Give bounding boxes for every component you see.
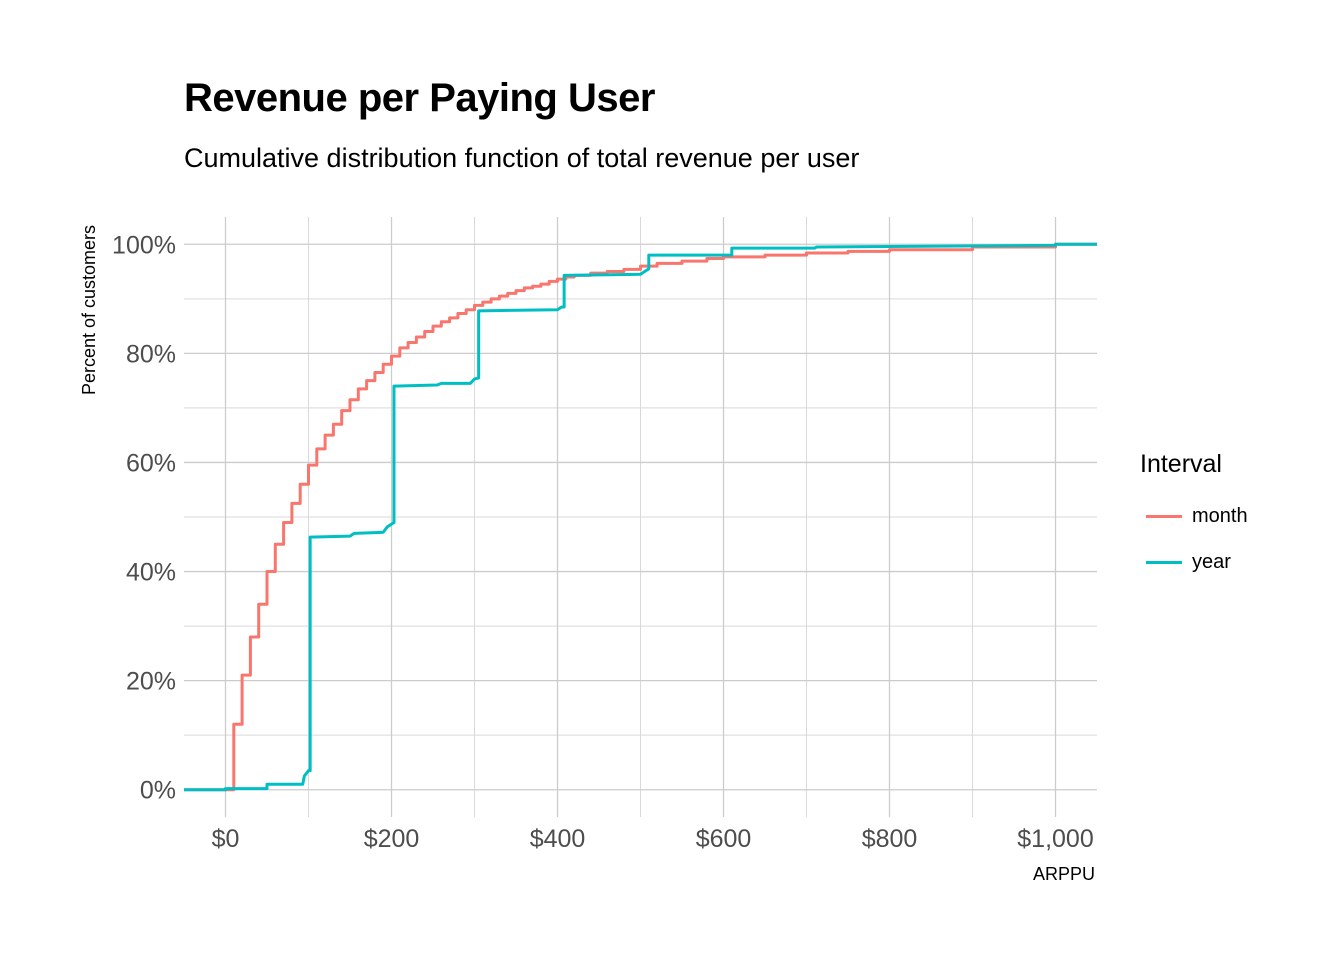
- minor-gridlines: [184, 217, 1097, 817]
- x-axis-title: ARPPU: [1033, 864, 1095, 884]
- y-axis-title: Percent of customers: [79, 225, 99, 395]
- x-tick-label: $600: [696, 825, 752, 853]
- x-tick-label: $400: [530, 825, 586, 853]
- series-line-month: [184, 242, 1097, 792]
- legend: Interval month year: [1140, 450, 1248, 585]
- series-lines: [184, 242, 1097, 792]
- y-tick-label: 60%: [126, 449, 176, 477]
- chart-subtitle: Cumulative distribution function of tota…: [184, 143, 860, 173]
- y-tick-label: 40%: [126, 559, 176, 587]
- legend-label-year: year: [1192, 550, 1231, 573]
- series-line-year: [184, 242, 1097, 792]
- legend-title: Interval: [1140, 450, 1222, 478]
- legend-key-year: [1146, 560, 1182, 564]
- x-tick-label: $200: [364, 825, 420, 853]
- legend-label-month: month: [1192, 504, 1248, 527]
- legend-item-month: month: [1140, 493, 1248, 539]
- y-tick-label: 0%: [140, 777, 176, 805]
- y-tick-label: 100%: [112, 231, 176, 259]
- chart-title: Revenue per Paying User: [184, 76, 655, 120]
- x-tick-label: $0: [212, 825, 240, 853]
- x-tick-label: $1,000: [1017, 825, 1093, 853]
- legend-key-month: [1146, 514, 1182, 518]
- y-tick-label: 20%: [126, 668, 176, 696]
- x-axis-tick-labels: $0 $200 $400 $600 $800 $1,000: [212, 825, 1094, 853]
- y-tick-label: 80%: [126, 340, 176, 368]
- y-axis-tick-labels: 0% 20% 40% 60% 80% 100%: [112, 231, 176, 804]
- major-gridlines: [184, 217, 1097, 817]
- legend-item-year: year: [1140, 539, 1248, 585]
- x-tick-label: $800: [862, 825, 918, 853]
